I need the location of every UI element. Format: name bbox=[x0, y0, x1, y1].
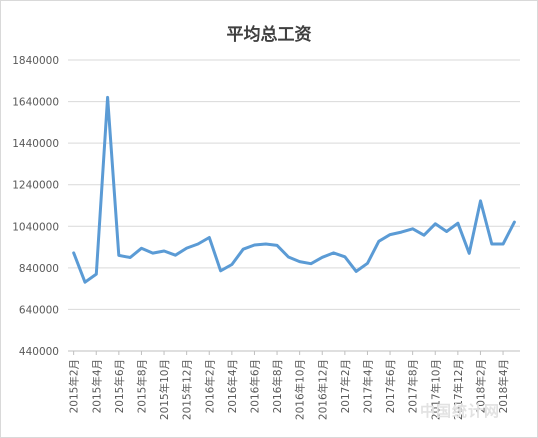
data-point bbox=[139, 246, 143, 250]
data-point bbox=[151, 251, 155, 255]
series-line bbox=[72, 95, 516, 284]
series bbox=[72, 95, 516, 284]
data-point bbox=[388, 233, 392, 237]
y-tick-label: 440000 bbox=[19, 346, 59, 358]
x-tick-label: 2016年6月 bbox=[248, 359, 261, 413]
data-point bbox=[298, 260, 302, 264]
x-tick-label: 2016年8月 bbox=[271, 359, 284, 413]
data-point bbox=[264, 242, 268, 246]
data-point bbox=[343, 255, 347, 259]
y-axis: 1840000 1640000 1440000 1240000 1040000 84000… bbox=[12, 55, 59, 358]
data-point bbox=[365, 261, 369, 265]
data-point bbox=[422, 233, 426, 237]
x-tick-label: 2017年6月 bbox=[384, 359, 397, 413]
x-tick-label: 2015年6月 bbox=[113, 359, 126, 413]
x-tick-label: 2015年8月 bbox=[135, 359, 148, 413]
y-tick-label: 640000 bbox=[19, 304, 59, 316]
data-point bbox=[207, 236, 211, 240]
y-tick-label: 1440000 bbox=[12, 138, 59, 150]
data-point bbox=[252, 243, 256, 247]
data-point bbox=[72, 251, 76, 255]
data-point bbox=[196, 242, 200, 246]
x-tick-label: 2015年12月 bbox=[181, 359, 194, 420]
data-point bbox=[128, 255, 132, 259]
data-point bbox=[478, 199, 482, 203]
data-point bbox=[320, 255, 324, 259]
y-tick-label: 1240000 bbox=[12, 180, 59, 192]
x-tick-label: 2017年8月 bbox=[407, 359, 420, 413]
data-point bbox=[162, 249, 166, 253]
x-tick-label: 2015年2月 bbox=[68, 359, 81, 413]
chart-title: 平均总工资 bbox=[226, 25, 312, 45]
x-axis: 2015年2月 2015年4月 2015年6月 2015年8月 2015年10月 2015… bbox=[68, 351, 510, 420]
data-point bbox=[501, 242, 505, 246]
x-tick-label: 2017年10月 bbox=[429, 359, 442, 420]
data-point bbox=[445, 229, 449, 233]
data-point bbox=[354, 269, 358, 273]
data-point bbox=[173, 253, 177, 257]
data-point bbox=[490, 242, 494, 246]
gridlines bbox=[68, 59, 520, 352]
data-point bbox=[467, 251, 471, 255]
data-point bbox=[275, 243, 279, 247]
data-point bbox=[241, 247, 245, 251]
x-tick-label: 2018年4月 bbox=[497, 359, 510, 413]
data-point bbox=[106, 95, 110, 99]
x-tick-label: 2017年4月 bbox=[361, 359, 374, 413]
data-point bbox=[377, 239, 381, 243]
data-point bbox=[219, 269, 223, 273]
data-point bbox=[230, 263, 234, 267]
data-point bbox=[411, 227, 415, 231]
data-point bbox=[185, 246, 189, 250]
data-point bbox=[309, 262, 313, 266]
watermark: 中国统计网 bbox=[420, 403, 501, 420]
x-tick-label: 2016年4月 bbox=[226, 359, 239, 413]
data-point bbox=[456, 221, 460, 225]
y-tick-label: 1640000 bbox=[12, 97, 59, 109]
x-tick-label: 2017年12月 bbox=[452, 359, 465, 420]
data-point bbox=[94, 272, 98, 276]
x-tick-label: 2015年4月 bbox=[90, 359, 103, 413]
x-tick-label: 2017年2月 bbox=[339, 359, 352, 413]
y-tick-label: 1040000 bbox=[12, 221, 59, 233]
data-point bbox=[433, 222, 437, 226]
x-tick-label: 2016年2月 bbox=[203, 359, 216, 413]
x-tick-label: 2016年10月 bbox=[294, 359, 307, 420]
x-tick-label: 2016年12月 bbox=[316, 359, 329, 420]
data-point bbox=[512, 220, 516, 224]
x-tick-label: 2018年2月 bbox=[474, 359, 487, 413]
data-point bbox=[83, 280, 87, 284]
data-point bbox=[286, 255, 290, 259]
x-tick-label: 2015年10月 bbox=[158, 359, 171, 420]
data-point bbox=[117, 253, 121, 257]
data-point bbox=[332, 251, 336, 255]
y-tick-label: 840000 bbox=[19, 263, 59, 275]
y-tick-label: 1840000 bbox=[12, 55, 59, 67]
data-point bbox=[399, 230, 403, 234]
